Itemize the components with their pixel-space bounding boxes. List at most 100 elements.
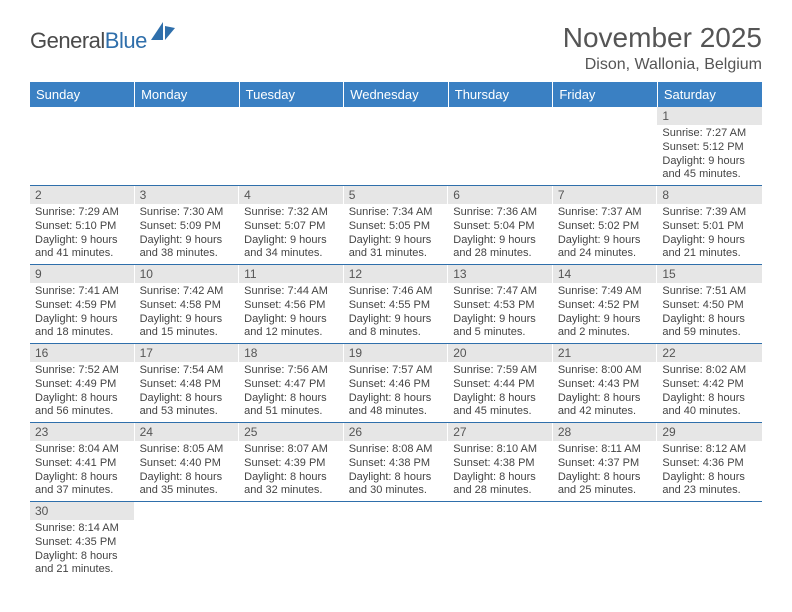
- day-number: 22: [657, 344, 762, 362]
- calendar-cell-empty: [30, 107, 135, 186]
- calendar-cell-empty: [553, 502, 658, 581]
- day-details: Sunrise: 8:05 AMSunset: 4:40 PMDaylight:…: [135, 441, 240, 501]
- day-details: Sunrise: 7:41 AMSunset: 4:59 PMDaylight:…: [30, 283, 135, 343]
- logo: GeneralBlue: [30, 28, 177, 54]
- logo-text: GeneralBlue: [30, 28, 147, 54]
- day-number: 26: [344, 423, 449, 441]
- location: Dison, Wallonia, Belgium: [563, 56, 762, 74]
- day-number: 5: [344, 186, 449, 204]
- day-number: 17: [135, 344, 240, 362]
- calendar-cell-empty: [239, 107, 344, 186]
- day-number: 11: [239, 265, 344, 283]
- day-details: Sunrise: 7:49 AMSunset: 4:52 PMDaylight:…: [553, 283, 658, 343]
- day-number: 8: [657, 186, 762, 204]
- day-number: 7: [553, 186, 658, 204]
- calendar-cell: 11Sunrise: 7:44 AMSunset: 4:56 PMDayligh…: [239, 265, 344, 344]
- calendar-head: SundayMondayTuesdayWednesdayThursdayFrid…: [30, 82, 762, 107]
- day-details: Sunrise: 7:57 AMSunset: 4:46 PMDaylight:…: [344, 362, 449, 422]
- day-details: Sunrise: 8:08 AMSunset: 4:38 PMDaylight:…: [344, 441, 449, 501]
- weekday-header: Friday: [553, 82, 658, 107]
- day-number: 1: [657, 107, 762, 125]
- calendar-cell: 28Sunrise: 8:11 AMSunset: 4:37 PMDayligh…: [553, 423, 658, 502]
- logo-blue: Blue: [105, 28, 147, 53]
- calendar-cell: 8Sunrise: 7:39 AMSunset: 5:01 PMDaylight…: [657, 186, 762, 265]
- calendar-cell: 18Sunrise: 7:56 AMSunset: 4:47 PMDayligh…: [239, 344, 344, 423]
- calendar-row: 23Sunrise: 8:04 AMSunset: 4:41 PMDayligh…: [30, 423, 762, 502]
- day-details: Sunrise: 7:44 AMSunset: 4:56 PMDaylight:…: [239, 283, 344, 343]
- day-details: Sunrise: 7:46 AMSunset: 4:55 PMDaylight:…: [344, 283, 449, 343]
- day-details: Sunrise: 8:12 AMSunset: 4:36 PMDaylight:…: [657, 441, 762, 501]
- calendar-cell: 9Sunrise: 7:41 AMSunset: 4:59 PMDaylight…: [30, 265, 135, 344]
- day-details: Sunrise: 7:27 AMSunset: 5:12 PMDaylight:…: [657, 125, 762, 185]
- day-number: 15: [657, 265, 762, 283]
- calendar-cell: 3Sunrise: 7:30 AMSunset: 5:09 PMDaylight…: [135, 186, 240, 265]
- calendar-cell: 1Sunrise: 7:27 AMSunset: 5:12 PMDaylight…: [657, 107, 762, 186]
- calendar-cell-empty: [553, 107, 658, 186]
- logo-general: General: [30, 28, 105, 53]
- day-number: 13: [448, 265, 553, 283]
- calendar-row: 2Sunrise: 7:29 AMSunset: 5:10 PMDaylight…: [30, 186, 762, 265]
- calendar-cell: 15Sunrise: 7:51 AMSunset: 4:50 PMDayligh…: [657, 265, 762, 344]
- header: GeneralBlue November 2025 Dison, Walloni…: [30, 22, 762, 74]
- calendar-cell: 19Sunrise: 7:57 AMSunset: 4:46 PMDayligh…: [344, 344, 449, 423]
- day-details: Sunrise: 7:36 AMSunset: 5:04 PMDaylight:…: [448, 204, 553, 264]
- weekday-header: Sunday: [30, 82, 135, 107]
- calendar-cell: 29Sunrise: 8:12 AMSunset: 4:36 PMDayligh…: [657, 423, 762, 502]
- calendar-body: 1Sunrise: 7:27 AMSunset: 5:12 PMDaylight…: [30, 107, 762, 580]
- calendar-cell: 5Sunrise: 7:34 AMSunset: 5:05 PMDaylight…: [344, 186, 449, 265]
- day-number: 25: [239, 423, 344, 441]
- calendar-cell: 12Sunrise: 7:46 AMSunset: 4:55 PMDayligh…: [344, 265, 449, 344]
- day-number: 14: [553, 265, 658, 283]
- weekday-header: Monday: [135, 82, 240, 107]
- calendar-row: 9Sunrise: 7:41 AMSunset: 4:59 PMDaylight…: [30, 265, 762, 344]
- weekday-header: Saturday: [657, 82, 762, 107]
- day-number: 6: [448, 186, 553, 204]
- calendar-row: 30Sunrise: 8:14 AMSunset: 4:35 PMDayligh…: [30, 502, 762, 581]
- day-details: Sunrise: 8:00 AMSunset: 4:43 PMDaylight:…: [553, 362, 658, 422]
- day-details: Sunrise: 8:04 AMSunset: 4:41 PMDaylight:…: [30, 441, 135, 501]
- page: GeneralBlue November 2025 Dison, Walloni…: [0, 0, 792, 580]
- page-title: November 2025: [563, 22, 762, 54]
- calendar-cell: 2Sunrise: 7:29 AMSunset: 5:10 PMDaylight…: [30, 186, 135, 265]
- day-details: Sunrise: 7:30 AMSunset: 5:09 PMDaylight:…: [135, 204, 240, 264]
- calendar-cell-empty: [657, 502, 762, 581]
- day-details: Sunrise: 7:51 AMSunset: 4:50 PMDaylight:…: [657, 283, 762, 343]
- calendar-cell-empty: [344, 107, 449, 186]
- calendar-cell: 6Sunrise: 7:36 AMSunset: 5:04 PMDaylight…: [448, 186, 553, 265]
- day-number: 30: [30, 502, 135, 520]
- day-number: 4: [239, 186, 344, 204]
- calendar-cell: 30Sunrise: 8:14 AMSunset: 4:35 PMDayligh…: [30, 502, 135, 581]
- calendar-cell: 13Sunrise: 7:47 AMSunset: 4:53 PMDayligh…: [448, 265, 553, 344]
- calendar-row: 1Sunrise: 7:27 AMSunset: 5:12 PMDaylight…: [30, 107, 762, 186]
- day-details: Sunrise: 7:47 AMSunset: 4:53 PMDaylight:…: [448, 283, 553, 343]
- calendar-cell: 14Sunrise: 7:49 AMSunset: 4:52 PMDayligh…: [553, 265, 658, 344]
- calendar-cell: 10Sunrise: 7:42 AMSunset: 4:58 PMDayligh…: [135, 265, 240, 344]
- calendar-cell: 27Sunrise: 8:10 AMSunset: 4:38 PMDayligh…: [448, 423, 553, 502]
- weekday-row: SundayMondayTuesdayWednesdayThursdayFrid…: [30, 82, 762, 107]
- calendar-cell: 22Sunrise: 8:02 AMSunset: 4:42 PMDayligh…: [657, 344, 762, 423]
- weekday-header: Tuesday: [239, 82, 344, 107]
- day-details: Sunrise: 7:52 AMSunset: 4:49 PMDaylight:…: [30, 362, 135, 422]
- day-details: Sunrise: 8:11 AMSunset: 4:37 PMDaylight:…: [553, 441, 658, 501]
- day-details: Sunrise: 7:34 AMSunset: 5:05 PMDaylight:…: [344, 204, 449, 264]
- calendar-cell: 24Sunrise: 8:05 AMSunset: 4:40 PMDayligh…: [135, 423, 240, 502]
- calendar-cell: 4Sunrise: 7:32 AMSunset: 5:07 PMDaylight…: [239, 186, 344, 265]
- weekday-header: Wednesday: [344, 82, 449, 107]
- day-number: 23: [30, 423, 135, 441]
- calendar-cell: 21Sunrise: 8:00 AMSunset: 4:43 PMDayligh…: [553, 344, 658, 423]
- day-number: 19: [344, 344, 449, 362]
- day-details: Sunrise: 8:14 AMSunset: 4:35 PMDaylight:…: [30, 520, 135, 580]
- calendar-cell: 17Sunrise: 7:54 AMSunset: 4:48 PMDayligh…: [135, 344, 240, 423]
- day-number: 28: [553, 423, 658, 441]
- calendar-cell-empty: [239, 502, 344, 581]
- day-number: 12: [344, 265, 449, 283]
- day-number: 29: [657, 423, 762, 441]
- day-number: 24: [135, 423, 240, 441]
- day-number: 16: [30, 344, 135, 362]
- day-details: Sunrise: 7:32 AMSunset: 5:07 PMDaylight:…: [239, 204, 344, 264]
- calendar-cell-empty: [448, 502, 553, 581]
- day-details: Sunrise: 7:59 AMSunset: 4:44 PMDaylight:…: [448, 362, 553, 422]
- calendar-cell: 16Sunrise: 7:52 AMSunset: 4:49 PMDayligh…: [30, 344, 135, 423]
- day-number: 10: [135, 265, 240, 283]
- day-number: 20: [448, 344, 553, 362]
